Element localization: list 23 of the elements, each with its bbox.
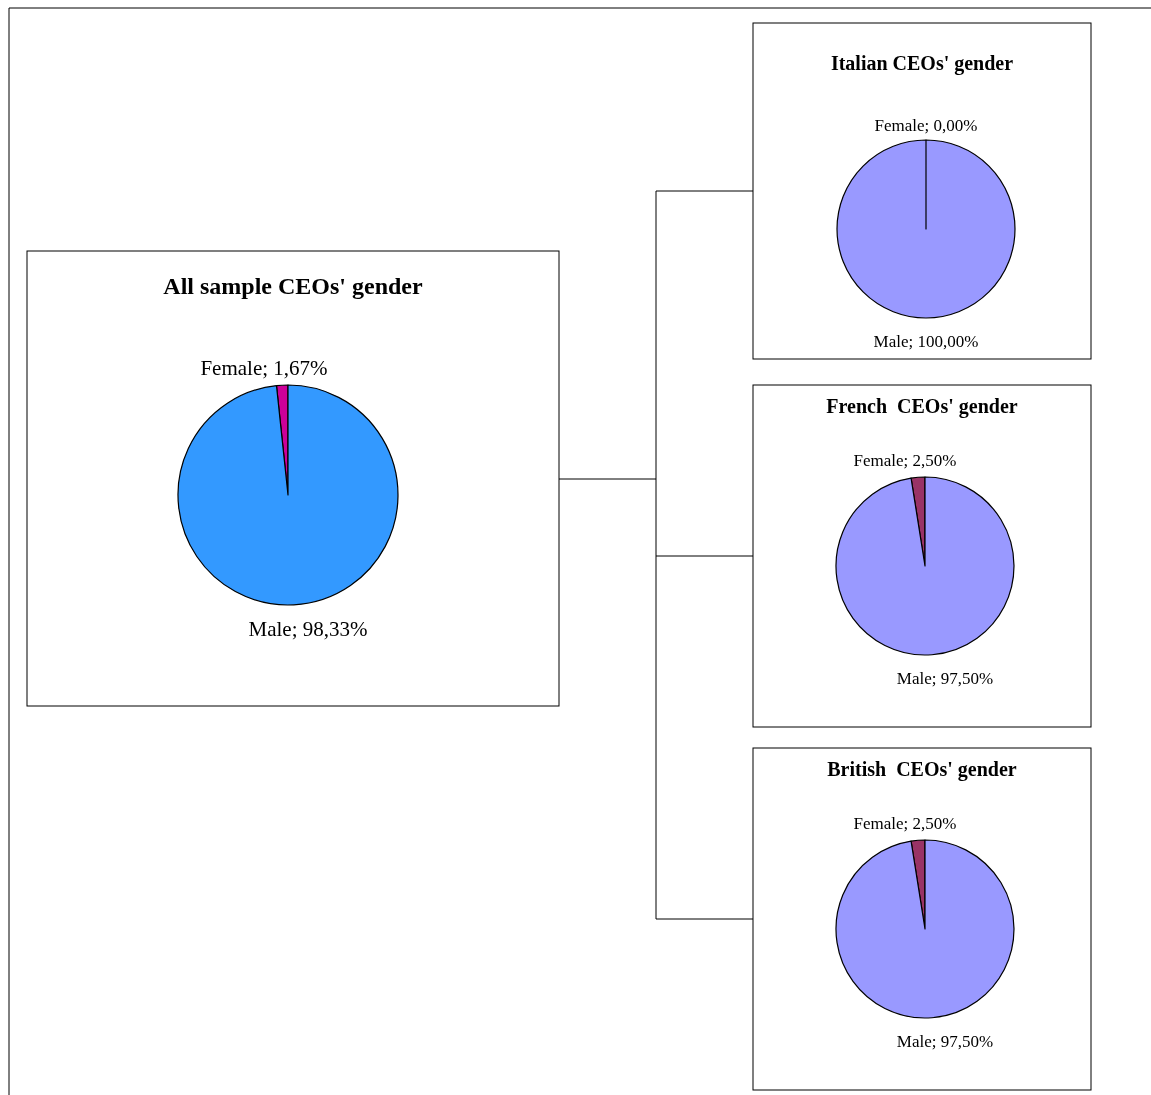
chart-title: British CEOs' gender — [827, 758, 1017, 781]
chart-title: French CEOs' gender — [826, 395, 1018, 418]
data-label: ; 100,00% — [908, 332, 979, 351]
slice-label: Male — [248, 617, 292, 641]
data-label: ; 1,67% — [262, 356, 328, 380]
slice-label: Male — [896, 669, 932, 688]
pie-slice — [177, 384, 399, 606]
chart-title: Italian CEOs' gender — [830, 52, 1014, 75]
data-label: ; 98,33% — [291, 617, 368, 641]
chart-title: All sample CEOs' gender — [163, 273, 424, 299]
pie-slice — [835, 476, 1015, 656]
slice-label: Male — [896, 1032, 932, 1051]
data-label: ; 97,50% — [931, 1032, 994, 1051]
data-label: ; 2,50% — [903, 451, 957, 470]
text: ; 0,00% — [924, 116, 978, 135]
slice-label: Female — [853, 451, 904, 470]
slice-label: Female — [200, 356, 263, 380]
pie-slice — [835, 839, 1015, 1019]
slice-label: Female — [853, 814, 904, 833]
slice-label: Male — [873, 332, 909, 351]
category-label: Female — [874, 116, 925, 135]
data-label: ; 97,50% — [931, 669, 994, 688]
data-label: ; 2,50% — [903, 814, 957, 833]
